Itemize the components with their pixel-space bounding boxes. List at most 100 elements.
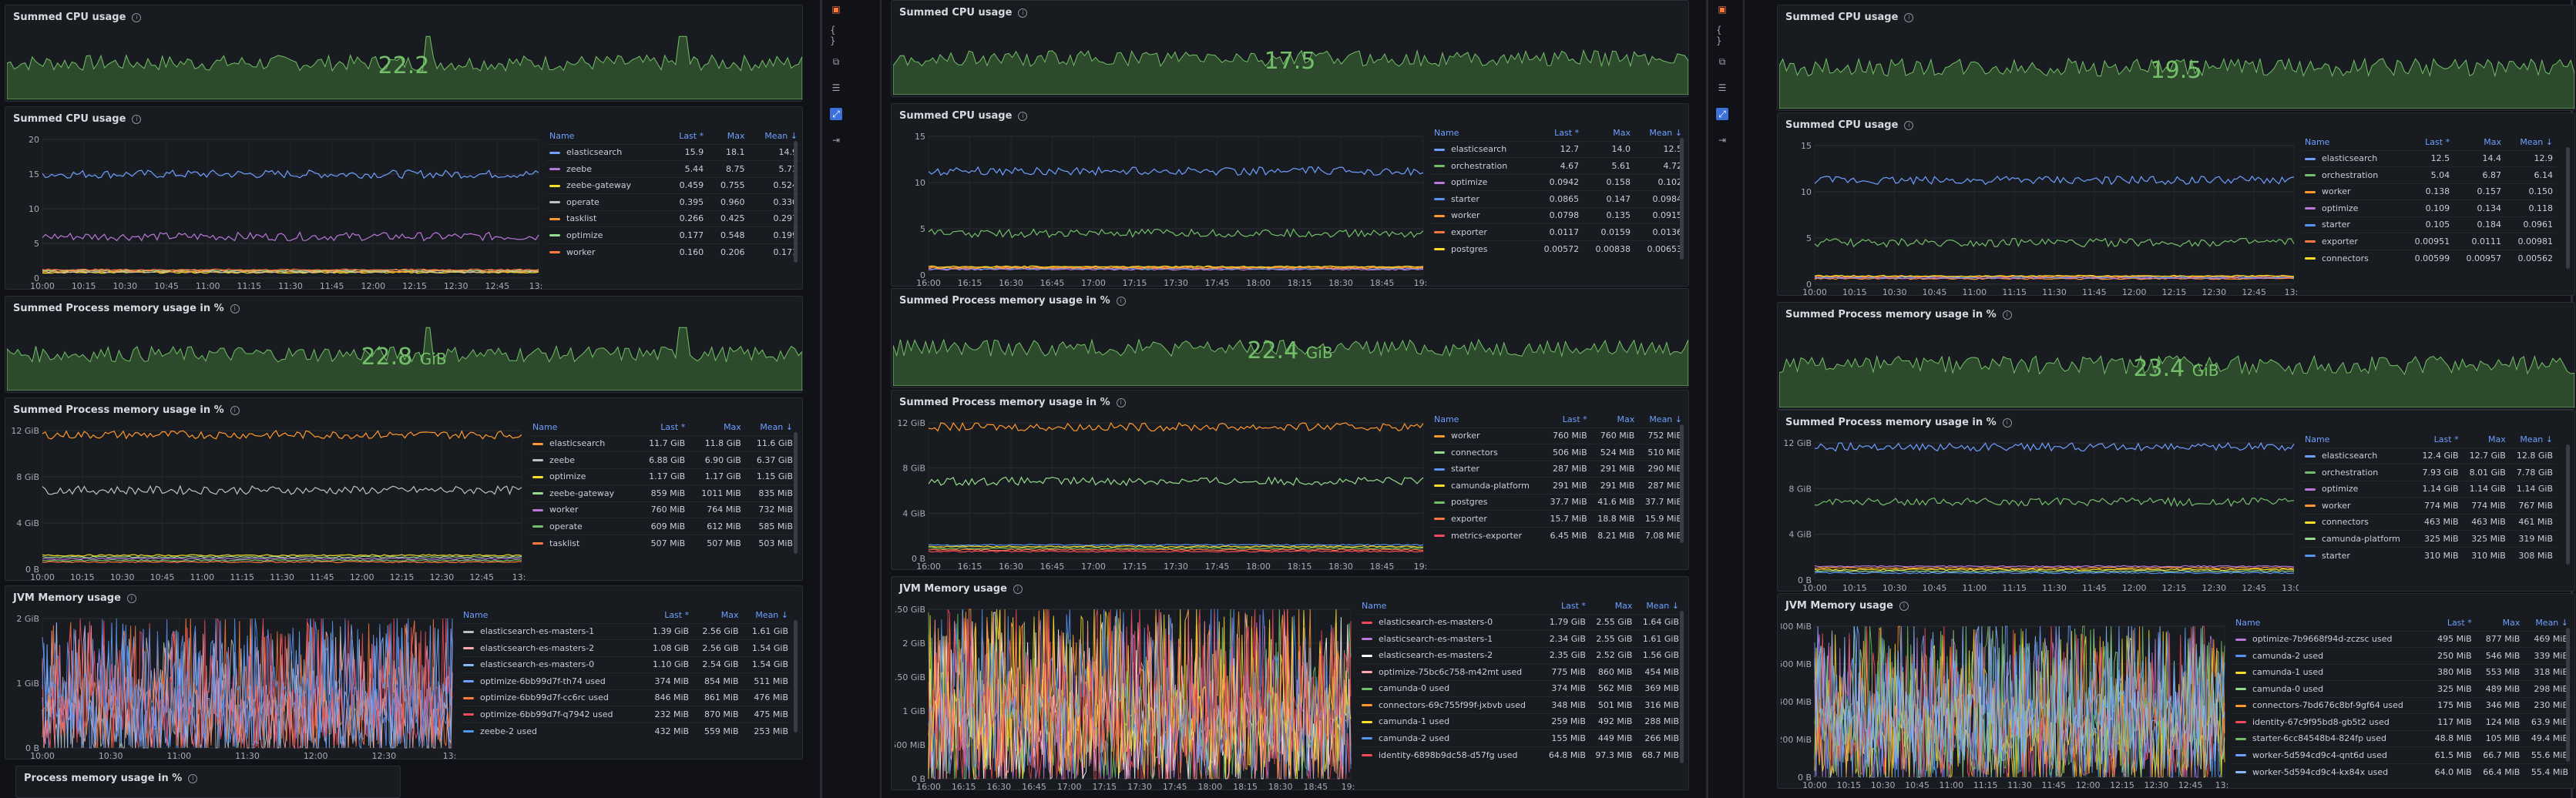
- stat-panel-stat1[interactable]: Summed CPU usage i 17.5: [891, 0, 1689, 97]
- legend-row[interactable]: optimize-7b9668f94d-zczsc used 495 MiB 877…: [2232, 630, 2571, 648]
- legend-header-last[interactable]: Last *: [679, 131, 704, 142]
- legend-row[interactable]: orchestration 4.67 5.61 4.72: [1431, 157, 1685, 174]
- library-icon[interactable]: ⧉: [832, 55, 840, 67]
- legend-row[interactable]: orchestration 5.04 6.87 6.14: [2302, 166, 2556, 183]
- timeseries-panel-ts2[interactable]: Summed Process memory usage in % i 12 GiB 8…: [5, 397, 803, 581]
- chart-area[interactable]: 15 10 5 016:00 16:15 16:30 16:45 17:00 17:15 17:3…: [895, 132, 1428, 287]
- info-icon[interactable]: i: [188, 773, 198, 783]
- legend-row[interactable]: optimize-6bb99d7f-cc6rc used 846 MiB 861 M…: [460, 689, 791, 706]
- legend-row[interactable]: optimize-75bc6c758-m42mt used 775 MiB 860 …: [1359, 663, 1682, 680]
- legend-header-mean[interactable]: Mean ↓: [2520, 434, 2553, 445]
- legend-header-name[interactable]: Name: [2305, 434, 2330, 445]
- legend-header-last[interactable]: Last *: [2425, 137, 2450, 148]
- legend-scrollbar[interactable]: [2566, 628, 2570, 762]
- pane-divider[interactable]: [1743, 0, 1745, 798]
- collapse-icon[interactable]: ⇥: [1718, 135, 1727, 146]
- legend-row[interactable]: tasklist 0.266 0.425 0.297: [546, 210, 801, 227]
- legend-row[interactable]: postgres 0.00572 0.00838 0.00653: [1431, 240, 1685, 257]
- legend-header-mean[interactable]: Mean ↓: [2520, 137, 2553, 148]
- legend-row[interactable]: starter 310 MiB 310 MiB 308 MiB: [2302, 546, 2556, 564]
- legend-header-max[interactable]: Max: [724, 422, 741, 433]
- legend-row[interactable]: optimize 1.14 GiB 1.14 GiB 1.14 GiB: [2302, 480, 2556, 498]
- legend-row[interactable]: optimize 0.177 0.548 0.199: [546, 226, 801, 243]
- info-icon[interactable]: i: [1904, 120, 1914, 130]
- legend-row[interactable]: optimize-6bb99d7f-q7942 used 232 MiB 870 M…: [460, 706, 791, 723]
- legend-row[interactable]: worker 0.160 0.206 0.171: [546, 243, 801, 260]
- legend-row[interactable]: elasticsearch 15.9 18.1 14.9: [546, 143, 801, 161]
- alert-icon[interactable]: ▣: [1718, 4, 1727, 15]
- legend-row[interactable]: elasticsearch 12.7 14.0 12.5: [1431, 140, 1685, 158]
- code-braces-icon[interactable]: { }: [830, 25, 836, 46]
- info-icon[interactable]: i: [2002, 310, 2012, 320]
- legend-header-last[interactable]: Last *: [1561, 601, 1586, 612]
- legend-row[interactable]: worker-5d594cd9c4-qnt6d used 61.5 MiB 66.7…: [2232, 746, 2571, 763]
- legend-row[interactable]: elasticsearch-es-masters-2 2.35 GiB 2.52 G…: [1359, 646, 1682, 664]
- chart-area[interactable]: 12 GiB 8 GiB 4 GiB 0 B10:00 10:15 10:30 10:45 1…: [1781, 438, 2299, 592]
- legend-header-last[interactable]: Last *: [1562, 414, 1587, 425]
- info-icon[interactable]: i: [230, 303, 240, 314]
- legend-row[interactable]: identity-6898b9dc58-d57fg used 64.8 MiB 97…: [1359, 746, 1682, 763]
- legend-row[interactable]: camunda-1 used 259 MiB 492 MiB 288 MiB: [1359, 712, 1682, 730]
- collapse-icon[interactable]: ⇥: [831, 135, 841, 146]
- legend-header-name[interactable]: Name: [1362, 601, 1387, 612]
- legend-row[interactable]: operate 0.395 0.960 0.330: [546, 193, 801, 210]
- legend-row[interactable]: elasticsearch-es-masters-0 1.79 GiB 2.55 G…: [1359, 613, 1682, 631]
- chart-area[interactable]: 2 GiB 1 GiB 0 B10:00 10:30 11:00 11:30 12:00 12…: [8, 614, 457, 759]
- legend-row[interactable]: optimize 1.17 GiB 1.17 GiB 1.15 GiB: [529, 468, 796, 485]
- legend-header-max[interactable]: Max: [720, 610, 739, 621]
- pane-divider[interactable]: [820, 0, 822, 798]
- legend-row[interactable]: worker 760 MiB 764 MiB 732 MiB: [529, 501, 796, 518]
- legend-row[interactable]: starter 0.0865 0.147 0.0984: [1431, 190, 1685, 207]
- legend-scrollbar[interactable]: [1680, 611, 1684, 763]
- chart-area[interactable]: 2.50 GiB 2 GiB 1.50 GiB 1 GiB 500 MiB 0 B16:0…: [895, 605, 1355, 790]
- pane-divider[interactable]: [1706, 0, 1708, 798]
- legend-header-mean[interactable]: Mean ↓: [2535, 618, 2568, 629]
- stat-panel-stat2[interactable]: Summed Process memory usage in % i 23.4 Gi…: [1777, 302, 2575, 410]
- legend-header-max[interactable]: Max: [727, 131, 745, 142]
- chart-area[interactable]: 12 GiB 8 GiB 4 GiB 0 B10:00 10:15 10:30 10:45 1…: [8, 426, 526, 581]
- legend-header-name[interactable]: Name: [1434, 414, 1459, 425]
- legend-row[interactable]: starter-6cc84548b4-824fp used 48.8 MiB 105…: [2232, 729, 2571, 747]
- legend-scrollbar[interactable]: [1680, 138, 1684, 260]
- info-icon[interactable]: i: [230, 405, 240, 415]
- legend-row[interactable]: identity-67c9f95bd8-gb5t2 used 117 MiB 124…: [2232, 713, 2571, 730]
- legend-row[interactable]: camunda-0 used 325 MiB 489 MiB 298 MiB: [2232, 680, 2571, 697]
- stat-panel-stat2[interactable]: Summed Process memory usage in % i 22.8 Gi…: [5, 296, 803, 393]
- legend-row[interactable]: elasticsearch-es-masters-1 1.39 GiB 2.56 G…: [460, 622, 791, 640]
- legend-row[interactable]: camunda-platform 325 MiB 325 MiB 319 MiB: [2302, 530, 2556, 547]
- legend-row[interactable]: elasticsearch 12.5 14.4 12.9: [2302, 149, 2556, 167]
- legend-row[interactable]: tasklist 507 MiB 507 MiB 503 MiB: [529, 534, 796, 552]
- legend-header-name[interactable]: Name: [2305, 137, 2330, 148]
- legend-row[interactable]: elasticsearch 12.4 GiB 12.7 GiB 12.8 GiB: [2302, 447, 2556, 464]
- legend-scrollbar[interactable]: [2566, 444, 2570, 565]
- legend-header-last[interactable]: Last *: [1554, 128, 1580, 139]
- info-icon[interactable]: i: [1904, 12, 1914, 22]
- info-icon[interactable]: i: [1018, 111, 1028, 121]
- legend-row[interactable]: connectors 506 MiB 524 MiB 510 MiB: [1431, 444, 1685, 461]
- legend-row[interactable]: connectors-69c755f99f-jxbvb used 348 MiB 5…: [1359, 696, 1682, 713]
- legend-row[interactable]: operate 609 MiB 612 MiB 585 MiB: [529, 518, 796, 535]
- info-icon[interactable]: i: [132, 114, 142, 124]
- legend-row[interactable]: worker 774 MiB 774 MiB 767 MiB: [2302, 497, 2556, 514]
- legend-scrollbar[interactable]: [1680, 424, 1684, 543]
- timeseries-panel-ts1[interactable]: Summed CPU usage i 20 15 10 5 0 10:00 10:15 10:30…: [5, 106, 803, 290]
- legend-header-max[interactable]: Max: [1614, 601, 1633, 612]
- legend-header-last[interactable]: Last *: [660, 422, 686, 433]
- legend-row[interactable]: metrics-exporter 6.45 MiB 8.21 MiB 7.08 MiB: [1431, 526, 1685, 544]
- legend-row[interactable]: camunda-0 used 374 MiB 562 MiB 369 MiB: [1359, 679, 1682, 697]
- graph-icon[interactable]: ⤢: [1716, 108, 1728, 120]
- info-icon[interactable]: i: [126, 593, 136, 603]
- chart-area[interactable]: 15 10 5 010:00 10:15 10:30 10:45 11:00 11:15 11:3…: [1781, 141, 2299, 296]
- stat-panel-stat1[interactable]: Summed CPU usage i 19.5: [1777, 5, 2575, 111]
- legend-row[interactable]: worker-5d594cd9c4-kx84x used 64.0 MiB 66.4…: [2232, 763, 2571, 780]
- timeseries-panel-ts2[interactable]: Summed Process memory usage in % i 12 GiB 8…: [891, 390, 1689, 570]
- legend-header-max[interactable]: Max: [1613, 128, 1631, 139]
- collapsed-panel[interactable]: Process memory usage in % i: [15, 766, 401, 798]
- legend-row[interactable]: camunda-2 used 155 MiB 449 MiB 266 MiB: [1359, 729, 1682, 746]
- info-icon[interactable]: i: [2002, 417, 2012, 428]
- legend-row[interactable]: elasticsearch 11.7 GiB 11.8 GiB 11.6 GiB: [529, 434, 796, 452]
- legend-header-name[interactable]: Name: [2235, 618, 2261, 629]
- legend-header-name[interactable]: Name: [549, 131, 575, 142]
- legend-header-last[interactable]: Last *: [664, 610, 690, 621]
- legend-row[interactable]: elasticsearch-es-masters-0 1.10 GiB 2.54 G…: [460, 656, 791, 673]
